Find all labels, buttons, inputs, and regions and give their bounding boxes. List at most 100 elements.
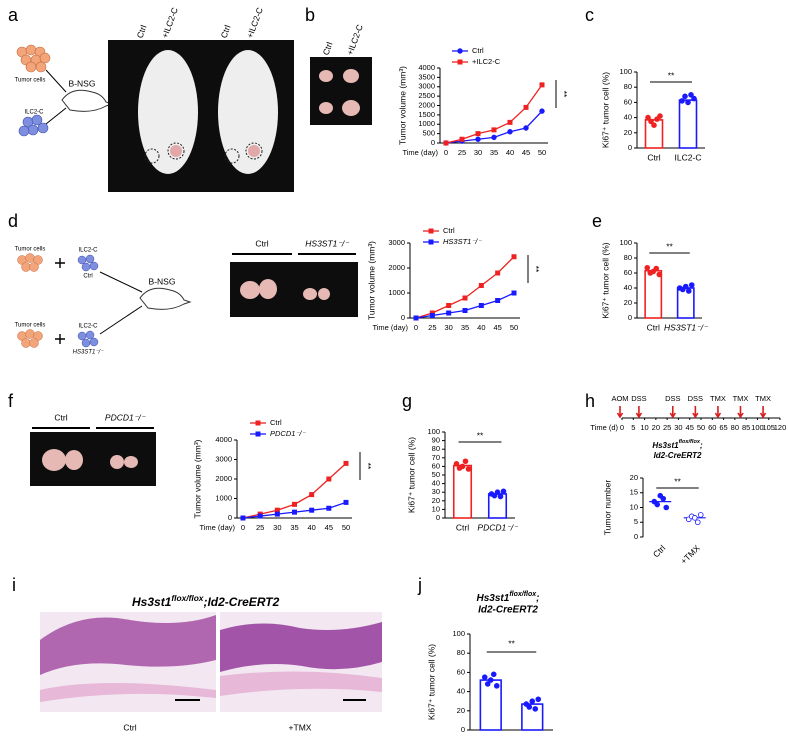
significance-label: ** xyxy=(508,638,515,648)
data-point xyxy=(495,270,501,276)
label: Ctrl xyxy=(123,722,136,732)
data-point xyxy=(495,298,501,303)
significance-label: ** xyxy=(363,463,373,470)
y-tick-label: 0 xyxy=(628,313,632,322)
genotype-rest: ; xyxy=(700,441,703,450)
y-tick-label: 1500 xyxy=(418,110,435,119)
label: Ctrl xyxy=(54,412,67,422)
series-line xyxy=(445,84,543,144)
x-tick-label: 40 xyxy=(307,523,315,532)
bar xyxy=(521,703,544,731)
genotype-title: Id2-CreERT2 xyxy=(654,451,702,460)
data-point xyxy=(663,504,670,511)
significance-label: ** xyxy=(674,476,681,486)
legend-marker xyxy=(428,239,434,245)
x-tick-label: 25 xyxy=(256,523,264,532)
data-point xyxy=(691,95,697,102)
y-tick-label: 90 xyxy=(432,436,440,445)
legend-marker xyxy=(255,420,261,426)
y-tick-label: 60 xyxy=(624,268,632,277)
label: +ILC2-C xyxy=(160,6,180,39)
data-point xyxy=(651,122,657,128)
x-tick-label: 45 xyxy=(325,523,333,532)
superscript: flox/flox xyxy=(509,591,537,598)
data-point xyxy=(343,460,349,466)
panel-label: c xyxy=(585,5,594,25)
y-tick-label: 40 xyxy=(432,479,440,488)
data-point xyxy=(459,136,465,142)
data-point xyxy=(507,119,513,125)
x-tick-label: 45 xyxy=(493,323,501,332)
bar xyxy=(678,99,698,149)
data-point xyxy=(326,476,332,482)
x-tick-label: 50 xyxy=(342,523,350,532)
y-axis-label: Tumor number xyxy=(602,480,612,536)
data-point xyxy=(682,93,688,100)
event-label: DSS xyxy=(665,394,680,403)
y-tick-label: 1000 xyxy=(388,288,405,297)
label: Ctrl xyxy=(83,274,92,280)
y-tick-label: 40 xyxy=(624,113,632,122)
data-point xyxy=(326,505,332,511)
x-tick-label: 30 xyxy=(444,323,452,332)
y-tick-label: 80 xyxy=(457,648,465,657)
histology-i xyxy=(40,612,382,712)
photo-b xyxy=(310,57,372,125)
x-tick-label: Ctrl xyxy=(456,522,469,532)
data-point xyxy=(413,315,419,321)
data-point xyxy=(644,264,651,271)
data-point xyxy=(654,501,661,508)
event-label: DSS xyxy=(688,394,703,403)
y-tick-label: 4000 xyxy=(215,435,232,444)
timeline-tick-label: 100 xyxy=(751,423,764,432)
data-point xyxy=(656,271,663,278)
superscript: flox/flox xyxy=(171,593,203,603)
y-tick-label: 5 xyxy=(634,517,638,526)
data-point xyxy=(491,134,497,141)
label: Tumor cells xyxy=(15,323,46,329)
event-label: TMX xyxy=(755,394,771,403)
event-arrow xyxy=(759,406,767,419)
event-arrow xyxy=(692,406,699,419)
y-tick-label: 2000 xyxy=(388,263,405,272)
data-point xyxy=(532,706,539,712)
label: Ctrl xyxy=(255,238,268,248)
data-point xyxy=(274,511,280,517)
data-point xyxy=(511,290,517,296)
data-point xyxy=(526,704,533,710)
x-tick-label: 30 xyxy=(273,523,281,532)
y-tick-label: 3000 xyxy=(388,238,405,247)
x-tick-label: 30 xyxy=(474,148,482,157)
y-tick-label: 20 xyxy=(630,473,638,482)
legend-marker xyxy=(428,228,434,234)
data-point xyxy=(292,509,297,515)
gene: Hs3st1 xyxy=(477,593,510,604)
y-tick-label: 500 xyxy=(422,129,435,138)
data-point xyxy=(309,492,315,498)
x-tick-label: 25 xyxy=(428,323,436,332)
data-point xyxy=(491,127,497,133)
y-tick-label: 60 xyxy=(457,667,465,676)
event-label: TMX xyxy=(733,394,749,403)
data-point xyxy=(487,677,494,683)
data-point xyxy=(688,282,695,288)
event-arrow xyxy=(616,406,624,419)
genotype-rest: ;Id2-CreERT2 xyxy=(203,595,279,609)
genotype-title: Id2-CreERT2 xyxy=(478,605,538,616)
y-tick-label: 1000 xyxy=(215,493,232,502)
data-point xyxy=(535,696,542,703)
schematic-d xyxy=(17,253,358,348)
x-tick-label: +TMX xyxy=(678,543,702,567)
y-tick-label: 2000 xyxy=(418,100,435,109)
y-tick-label: 2000 xyxy=(215,474,232,483)
data-point xyxy=(529,698,536,704)
event-arrow xyxy=(669,406,676,419)
data-point xyxy=(685,288,692,294)
legend-label: Ctrl xyxy=(443,226,455,235)
label: Ctrl xyxy=(321,41,335,57)
photo-f xyxy=(30,427,156,486)
data-point xyxy=(478,283,484,288)
y-tick-label: 4000 xyxy=(418,63,435,72)
data-point xyxy=(688,92,694,98)
panel-label: g xyxy=(402,391,412,411)
